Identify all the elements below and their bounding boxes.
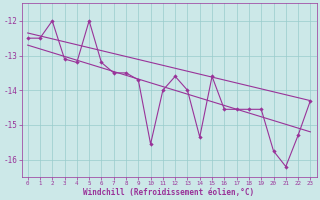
- X-axis label: Windchill (Refroidissement éolien,°C): Windchill (Refroidissement éolien,°C): [84, 188, 255, 197]
